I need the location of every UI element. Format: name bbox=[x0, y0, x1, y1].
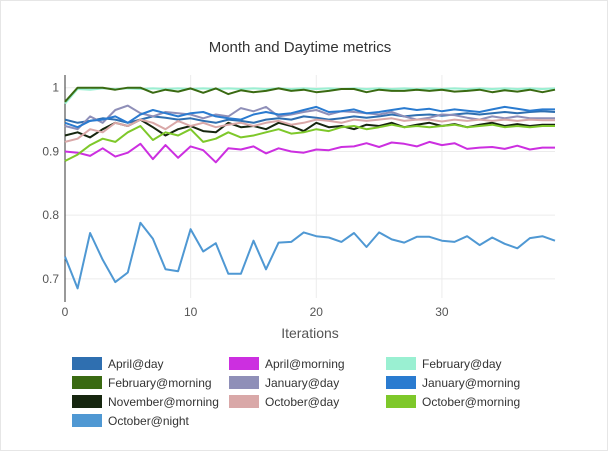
chart-title: Month and Daytime metrics bbox=[209, 39, 392, 56]
legend-swatch-january-morning bbox=[386, 376, 416, 389]
series-line-november-morning bbox=[64, 118, 555, 139]
series-lines bbox=[64, 86, 556, 290]
series-line-october-day bbox=[64, 117, 555, 143]
x-tick-label: 0 bbox=[62, 305, 69, 319]
legend-label-october-day: October@day bbox=[265, 395, 339, 409]
x-axis-label: Iterations bbox=[281, 325, 339, 341]
legend-label-january-morning: January@morning bbox=[422, 376, 520, 390]
y-tick-label: 0.8 bbox=[42, 208, 59, 222]
y-tick-label: 0.9 bbox=[42, 144, 59, 158]
legend-label-april-day: April@day bbox=[108, 357, 164, 371]
legend-swatch-february-day bbox=[386, 357, 416, 370]
series-line-february-day bbox=[64, 87, 556, 105]
legend-label-january-day: January@day bbox=[265, 376, 339, 390]
legend-swatch-january-day bbox=[229, 376, 259, 389]
legend-swatch-october-night bbox=[72, 414, 102, 427]
x-tick-label: 20 bbox=[310, 305, 324, 319]
legend-swatch-october-morning bbox=[386, 395, 416, 408]
tick-labels: 0.70.80.910 10 20 30 bbox=[42, 81, 449, 319]
legend-swatch-february-morning bbox=[72, 376, 102, 389]
legend-label-october-night: October@night bbox=[108, 414, 190, 428]
x-tick-label: 30 bbox=[435, 305, 449, 319]
x-tick-label: 10 bbox=[184, 305, 198, 319]
legend-label-april-morning: April@morning bbox=[265, 357, 345, 371]
series-line-february-morning bbox=[64, 86, 556, 103]
legend-swatch-october-day bbox=[229, 395, 259, 408]
series-line-january-morning bbox=[64, 105, 555, 129]
series-line-january-day bbox=[64, 104, 555, 131]
series-line-april-morning bbox=[64, 140, 555, 164]
y-tick-label: 0.7 bbox=[42, 272, 59, 286]
legend-label-february-morning: February@morning bbox=[108, 376, 212, 390]
legend[interactable]: April@day April@morning February@day Februa… bbox=[72, 357, 520, 428]
series-line-october-morning bbox=[64, 123, 555, 162]
series-line-october-night bbox=[64, 221, 556, 290]
legend-swatch-april-day bbox=[72, 357, 102, 370]
legend-label-october-morning: October@morning bbox=[422, 395, 520, 409]
legend-swatch-november-morning bbox=[72, 395, 102, 408]
legend-label-november-morning: November@morning bbox=[108, 395, 219, 409]
legend-swatch-april-morning bbox=[229, 357, 259, 370]
legend-label-february-day: February@day bbox=[422, 357, 502, 371]
series-line-april-day bbox=[64, 110, 556, 124]
y-tick-label: 1 bbox=[52, 81, 59, 95]
